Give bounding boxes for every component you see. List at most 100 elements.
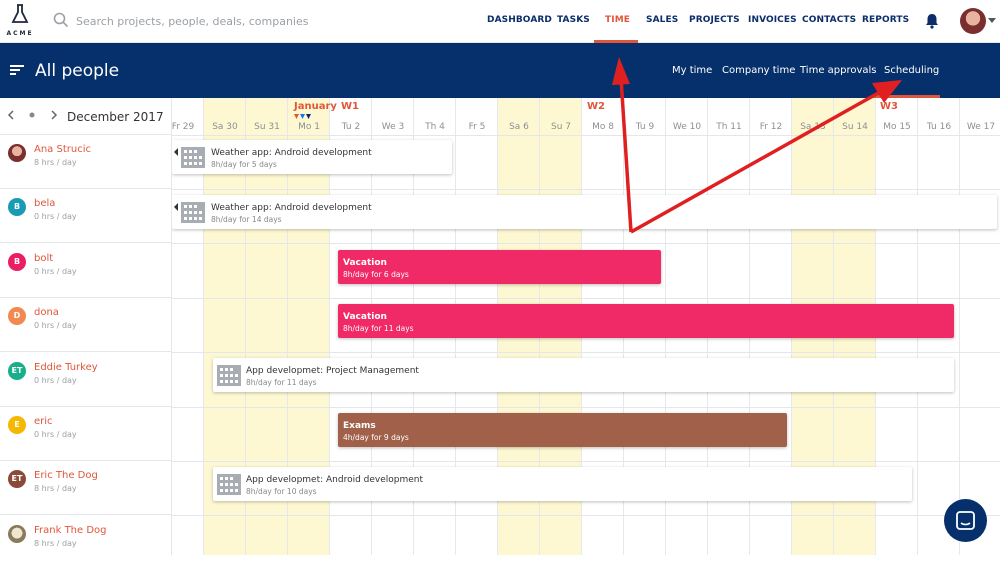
building-icon bbox=[217, 365, 241, 386]
person-hours: 0 hrs / day bbox=[34, 321, 77, 330]
nav-invoices[interactable]: INVOICES bbox=[748, 15, 797, 25]
event-detail: 8h/day for 11 days bbox=[246, 378, 317, 387]
avatar: ET bbox=[8, 362, 26, 380]
logo-text: ACME bbox=[6, 30, 34, 37]
chevron-right-icon[interactable] bbox=[50, 110, 58, 120]
nav-active-indicator bbox=[594, 40, 638, 43]
person-hours: 0 hrs / day bbox=[34, 267, 77, 276]
person-row[interactable]: Ana Strucic 8 hrs / day bbox=[0, 135, 172, 189]
row-divider bbox=[172, 298, 1000, 299]
week-label: W3 bbox=[880, 101, 898, 112]
page-title: All people bbox=[35, 61, 120, 81]
person-hours: 8 hrs / day bbox=[34, 539, 77, 548]
subnav-my-time[interactable]: My time bbox=[672, 65, 713, 76]
event-title: Weather app: Android development bbox=[211, 203, 372, 213]
day-column: Fr 29 bbox=[172, 98, 204, 555]
nav-reports[interactable]: REPORTS bbox=[862, 15, 910, 25]
event-title: App developmet: Project Management bbox=[246, 366, 419, 376]
schedule-event[interactable]: Weather app: Android development 8h/day … bbox=[172, 140, 452, 174]
person-hours: 0 hrs / day bbox=[34, 430, 77, 439]
row-divider bbox=[172, 515, 1000, 516]
day-column: We 17 bbox=[960, 98, 1000, 555]
nav-projects[interactable]: PROJECTS bbox=[689, 15, 740, 25]
person-row[interactable]: ET Eddie Turkey 0 hrs / day bbox=[0, 353, 172, 407]
row-divider bbox=[172, 243, 1000, 244]
subnav-scheduling[interactable]: Scheduling bbox=[884, 65, 940, 76]
person-name[interactable]: dona bbox=[34, 307, 59, 318]
week-label: W2 bbox=[587, 101, 605, 112]
nav-dashboard[interactable]: DASHBOARD bbox=[487, 15, 552, 25]
building-icon bbox=[217, 474, 241, 495]
person-row[interactable]: Frank The Dog 8 hrs / day bbox=[0, 516, 172, 570]
person-name[interactable]: Eddie Turkey bbox=[34, 362, 98, 373]
person-row[interactable]: D dona 0 hrs / day bbox=[0, 298, 172, 352]
event-detail: 8h/day for 11 days bbox=[343, 324, 414, 333]
search-input[interactable] bbox=[76, 12, 406, 30]
nav-contacts[interactable]: CONTACTS bbox=[802, 15, 857, 25]
month-navigator bbox=[0, 98, 172, 135]
subnav-time-approvals[interactable]: Time approvals bbox=[800, 65, 877, 76]
person-row[interactable]: E eric 0 hrs / day bbox=[0, 407, 172, 461]
subnav-company-time[interactable]: Company time bbox=[722, 65, 796, 76]
person-name[interactable]: Frank The Dog bbox=[34, 525, 107, 536]
continues-left-icon bbox=[174, 148, 178, 156]
person-hours: 0 hrs / day bbox=[34, 212, 77, 221]
dot-icon[interactable] bbox=[29, 112, 35, 118]
marker-icons bbox=[294, 114, 311, 119]
chevron-down-icon[interactable] bbox=[988, 18, 996, 23]
avatar bbox=[8, 525, 26, 543]
avatar: B bbox=[8, 253, 26, 271]
bell-icon[interactable] bbox=[925, 13, 939, 29]
people-column bbox=[0, 98, 172, 555]
search-icon bbox=[53, 12, 69, 28]
schedule-event[interactable]: Weather app: Android development 8h/day … bbox=[172, 195, 997, 229]
acme-logo-icon bbox=[5, 3, 35, 30]
person-row[interactable]: ET Eric The Dog 8 hrs / day bbox=[0, 461, 172, 515]
schedule-event[interactable]: App developmet: Project Management 8h/da… bbox=[213, 358, 954, 392]
row-divider bbox=[172, 407, 1000, 408]
avatar: D bbox=[8, 307, 26, 325]
building-icon bbox=[181, 202, 205, 223]
nav-tasks[interactable]: TASKS bbox=[557, 15, 590, 25]
person-hours: 0 hrs / day bbox=[34, 376, 77, 385]
chat-icon bbox=[956, 511, 975, 530]
schedule-grid: Fr 29 Sa 30 Su 31 Mo 1 Tu 2 We 3 Th 4 Fr… bbox=[172, 98, 1000, 555]
nav-sales[interactable]: SALES bbox=[646, 15, 679, 25]
avatar: ET bbox=[8, 470, 26, 488]
schedule-event[interactable]: Vacation 8h/day for 11 days bbox=[338, 304, 954, 338]
event-title: Vacation bbox=[343, 258, 387, 268]
nav-time[interactable]: TIME bbox=[605, 15, 630, 25]
person-row[interactable]: B bela 0 hrs / day bbox=[0, 189, 172, 243]
event-detail: 8h/day for 14 days bbox=[211, 215, 282, 224]
user-avatar[interactable] bbox=[960, 8, 986, 34]
person-hours: 8 hrs / day bbox=[34, 158, 77, 167]
month-marker: January bbox=[294, 101, 337, 112]
person-row[interactable]: B bolt 0 hrs / day bbox=[0, 244, 172, 298]
event-title: App developmet: Android development bbox=[246, 475, 424, 485]
schedule-event[interactable]: Exams 4h/day for 9 days bbox=[338, 413, 787, 447]
event-detail: 4h/day for 9 days bbox=[343, 433, 409, 442]
day-column: Tu 16 bbox=[918, 98, 960, 555]
menu-icon[interactable] bbox=[10, 64, 24, 76]
person-name[interactable]: Ana Strucic bbox=[34, 144, 91, 155]
acme-logo[interactable]: ACME bbox=[5, 3, 35, 39]
avatar: B bbox=[8, 198, 26, 216]
grid-header-divider bbox=[172, 135, 1000, 136]
event-detail: 8h/day for 5 days bbox=[211, 160, 277, 169]
person-name[interactable]: eric bbox=[34, 416, 53, 427]
person-name[interactable]: bolt bbox=[34, 253, 54, 264]
chat-button[interactable] bbox=[944, 499, 987, 542]
event-title: Weather app: Android development bbox=[211, 148, 372, 158]
avatar bbox=[8, 144, 26, 162]
building-icon bbox=[181, 147, 205, 168]
schedule-event[interactable]: Vacation 8h/day for 6 days bbox=[338, 250, 661, 284]
chevron-left-icon[interactable] bbox=[7, 110, 15, 120]
person-name[interactable]: Eric The Dog bbox=[34, 470, 98, 481]
person-name[interactable]: bela bbox=[34, 198, 56, 209]
schedule-event[interactable]: App developmet: Android development 8h/d… bbox=[213, 467, 912, 501]
event-detail: 8h/day for 6 days bbox=[343, 270, 409, 279]
month-label: December 2017 bbox=[67, 110, 164, 124]
event-title: Exams bbox=[343, 421, 376, 431]
week-label: W1 bbox=[341, 101, 359, 112]
avatar: E bbox=[8, 416, 26, 434]
